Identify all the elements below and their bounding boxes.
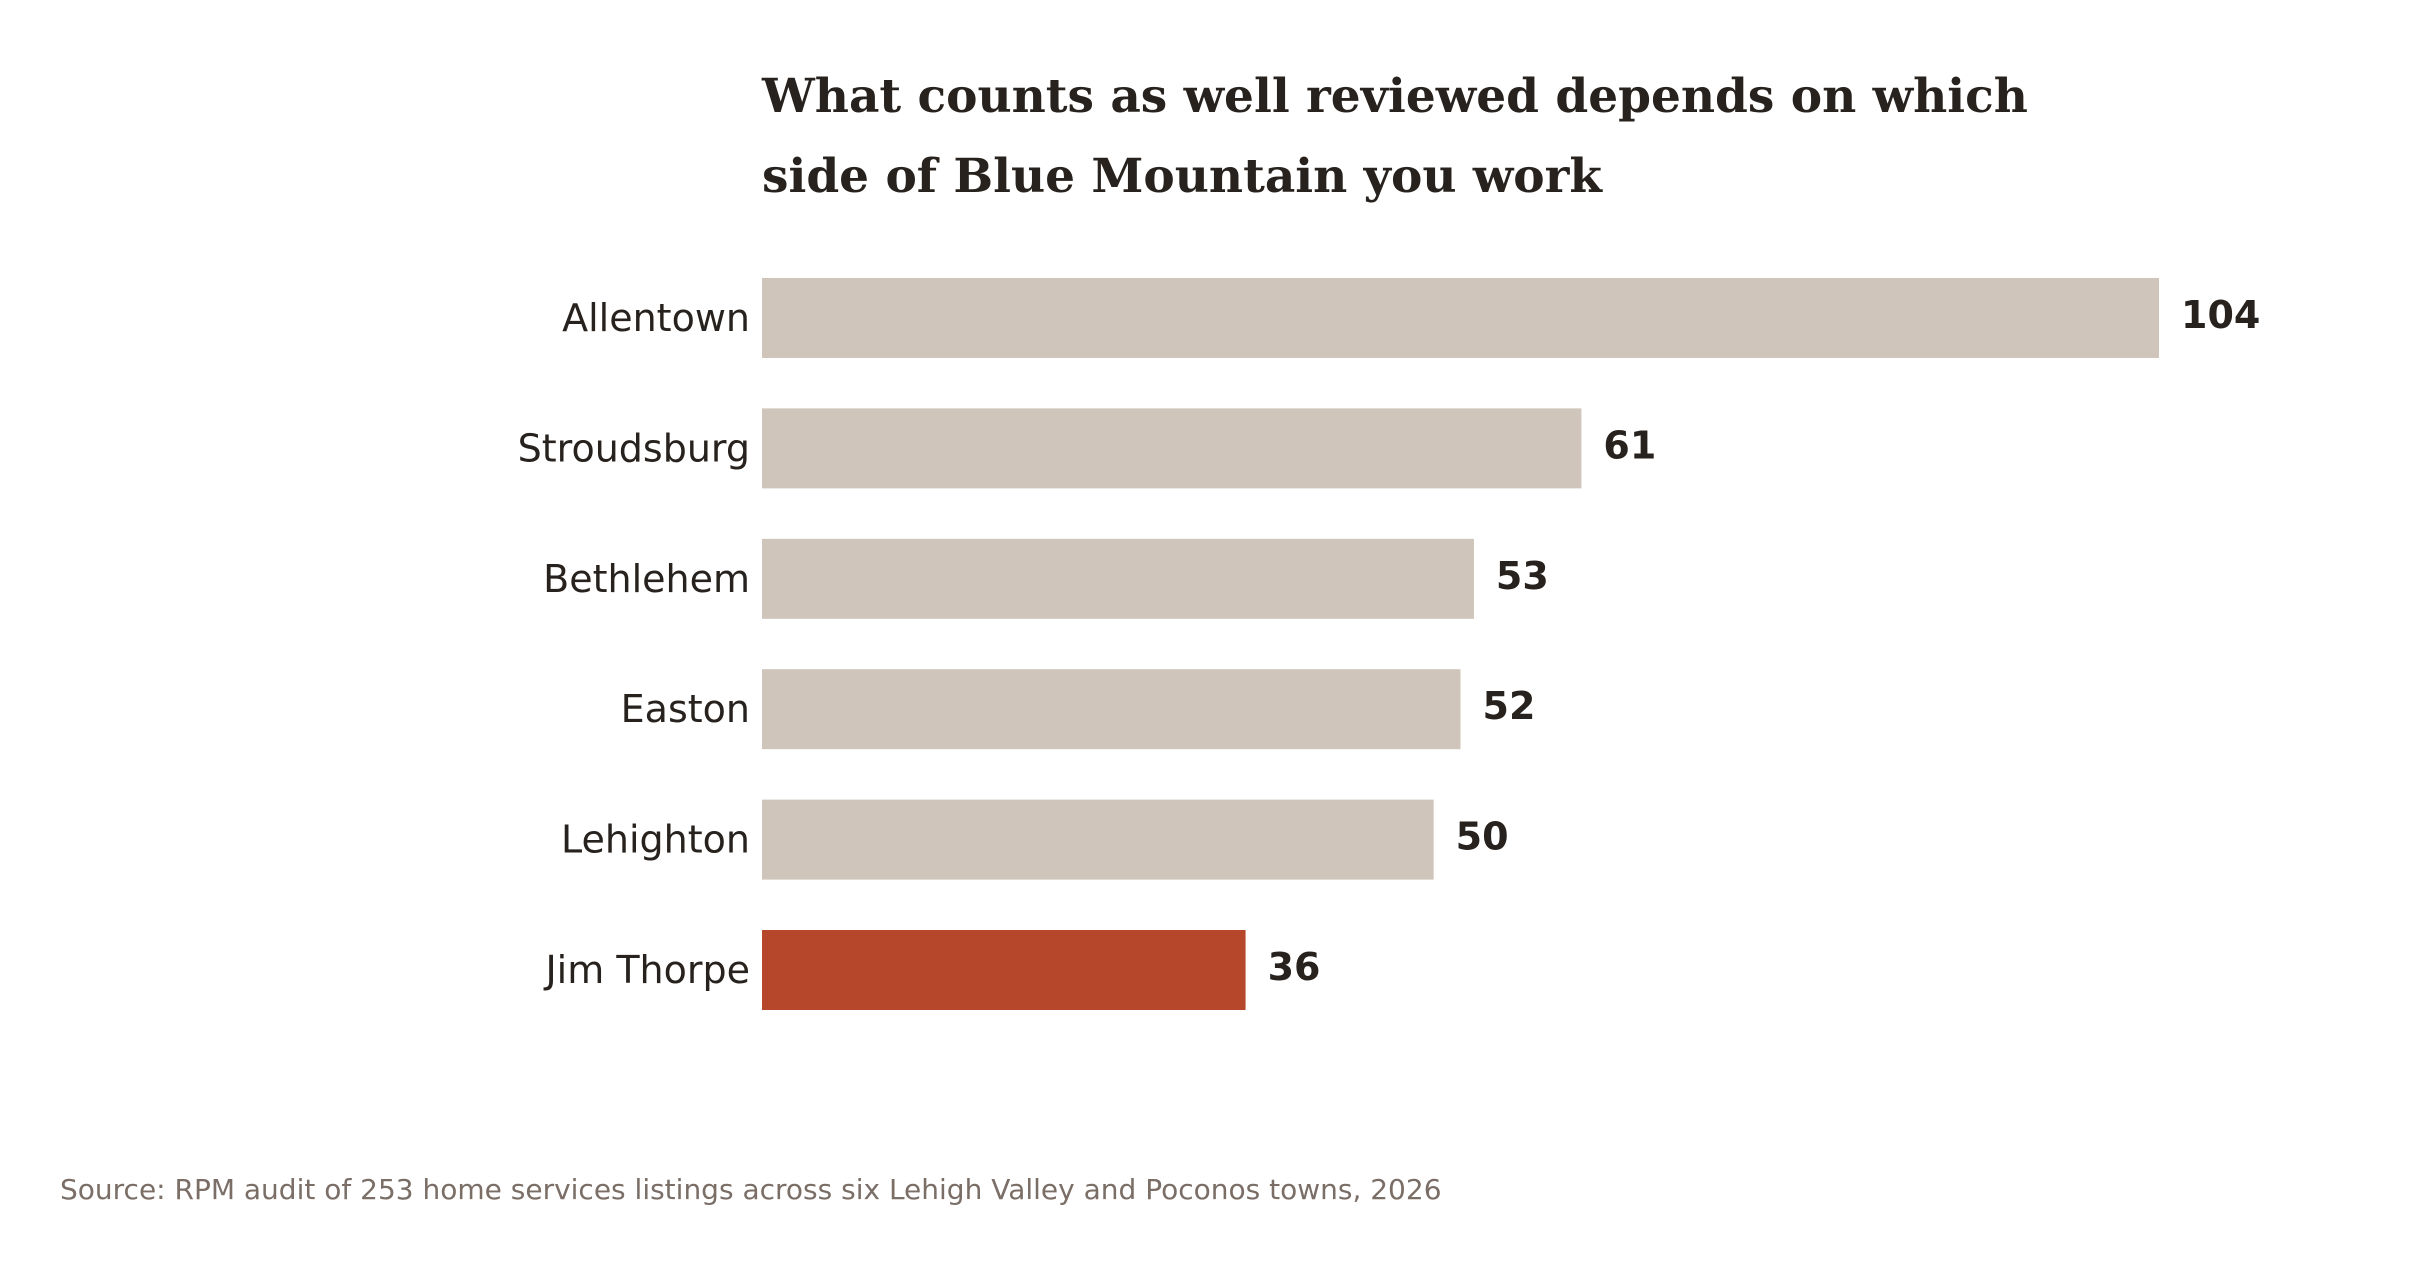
value-label-allentown: 104 bbox=[2181, 293, 2260, 337]
value-label-lehighton: 50 bbox=[1456, 815, 1509, 859]
chart-title-line-1: What counts as well reviewed depends on … bbox=[761, 69, 2028, 124]
value-label-jim-thorpe: 36 bbox=[1268, 945, 1321, 989]
category-label-allentown: Allentown bbox=[562, 296, 750, 340]
bar-bethlehem bbox=[762, 538, 1474, 619]
category-label-lehighton: Lehighton bbox=[561, 818, 750, 862]
value-label-stroudsburg: 61 bbox=[1603, 423, 1656, 467]
value-label-bethlehem: 53 bbox=[1496, 554, 1549, 598]
bar-jim-thorpe bbox=[762, 930, 1246, 1010]
category-label-stroudsburg: Stroudsburg bbox=[518, 426, 750, 470]
source-note: Source: RPM audit of 253 home services l… bbox=[60, 1173, 1442, 1206]
bar-lehighton bbox=[762, 799, 1434, 880]
chart-title-line-2: side of Blue Mountain you work bbox=[762, 149, 1603, 204]
bar-easton bbox=[762, 669, 1461, 750]
bar-allentown bbox=[762, 278, 2159, 358]
value-label-easton: 52 bbox=[1483, 684, 1536, 728]
category-label-bethlehem: Bethlehem bbox=[543, 557, 750, 601]
bars-group: Allentown 104 Stroudsburg 61 Bethlehem 53 East… bbox=[518, 278, 2260, 1010]
category-label-jim-thorpe: Jim Thorpe bbox=[543, 948, 750, 992]
bar-stroudsburg bbox=[762, 408, 1582, 489]
category-label-easton: Easton bbox=[621, 687, 750, 731]
